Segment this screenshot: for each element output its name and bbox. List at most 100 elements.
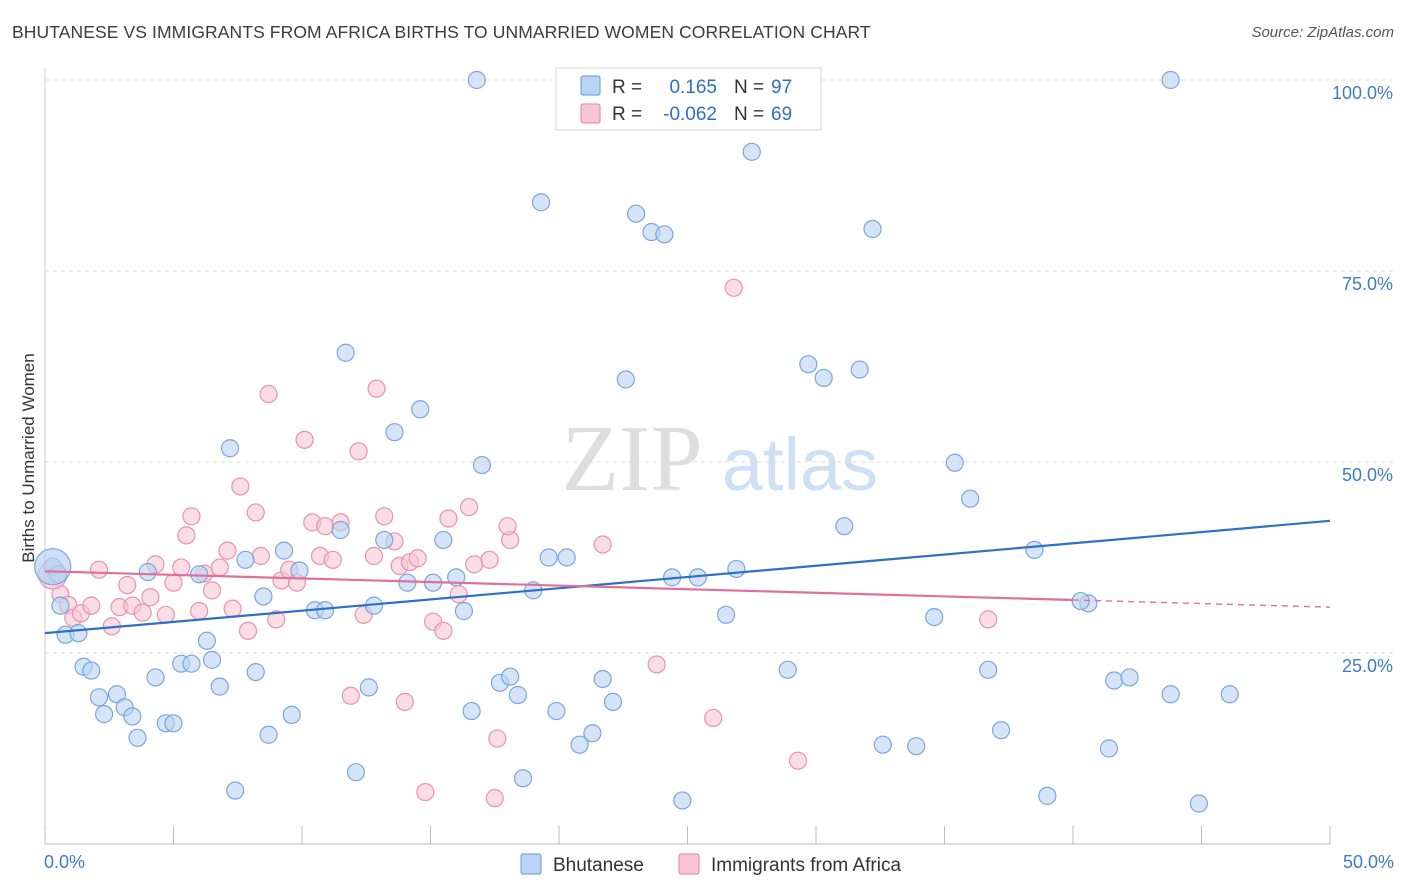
immigrants-from-africa-point-27 (246, 503, 265, 522)
immigrants-from-africa-point-11 (133, 603, 152, 622)
bhutanese-point-51 (508, 685, 527, 705)
y-tick-label-0: 25.0% (1342, 656, 1393, 676)
x-tick-label-max: 50.0% (1343, 852, 1394, 872)
watermark-zip: ZIP (562, 407, 703, 511)
watermark-atlas: atlas (722, 423, 878, 506)
bhutanese-point-24 (226, 781, 245, 800)
bhutanese-point-18 (182, 654, 201, 673)
bhutanese-point-23 (220, 439, 240, 458)
immigrants-from-africa-point-48 (395, 692, 414, 711)
y-tick-label-3: 100.0% (1332, 83, 1393, 103)
bhutanese-point-31 (290, 561, 309, 580)
bhutanese-point-78 (873, 735, 892, 754)
bhutanese-trend-line (44, 519, 1331, 635)
immigrants-from-africa-point-30 (267, 610, 286, 629)
immigrants-from-africa-point-26 (238, 621, 258, 640)
bhutanese-point-92 (1161, 685, 1180, 704)
bhutanese-point-94 (1220, 685, 1239, 704)
immigrants-from-africa-point-57 (465, 555, 484, 574)
bottom-legend-label-immigrants-from-africa: Immigrants from Africa (711, 855, 901, 876)
bhutanese-point-37 (359, 678, 378, 697)
bhutanese-point-93 (1189, 794, 1209, 813)
legend-n-label-0: N = (734, 77, 764, 98)
bhutanese-point-8 (95, 705, 114, 724)
immigrants-from-africa-trend-extension (1072, 599, 1331, 608)
legend-n-value-1: 69 (771, 104, 792, 125)
immigrants-from-africa-point-29 (259, 384, 278, 404)
bhutanese-point-60 (593, 669, 612, 689)
immigrants-from-africa-point-38 (323, 550, 342, 569)
immigrants-from-africa-point-5 (82, 596, 101, 615)
immigrants-from-africa-point-28 (251, 546, 270, 566)
x-tick-label-min: 0.0% (44, 852, 85, 872)
immigrants-from-africa-point-65 (724, 278, 743, 297)
immigrants-from-africa-point-66 (788, 751, 808, 770)
immigrants-from-africa-point-62 (485, 789, 504, 808)
immigrants-from-africa-point-55 (449, 585, 468, 604)
immigrants-from-africa-point-18 (182, 507, 201, 526)
legend-r-label-1: R = (612, 104, 642, 125)
bhutanese-point-41 (398, 573, 417, 592)
bhutanese-point-13 (138, 562, 157, 582)
bhutanese-point-14 (146, 668, 165, 687)
bhutanese-point-4 (69, 624, 88, 643)
bhutanese-point-81 (945, 453, 964, 472)
bhutanese-point-36 (346, 763, 366, 782)
immigrants-from-africa-point-51 (416, 782, 435, 802)
immigrants-from-africa-point-16 (172, 558, 191, 577)
bhutanese-point-63 (626, 204, 646, 223)
bhutanese-point-54 (531, 193, 551, 212)
immigrants-from-africa-point-68 (498, 517, 517, 536)
immigrants-from-africa-point-24 (223, 599, 242, 618)
source-credit: Source: ZipAtlas.com (1251, 24, 1394, 41)
immigrants-from-africa-point-21 (202, 581, 222, 600)
immigrants-from-africa-point-58 (480, 550, 499, 569)
bhutanese-point-40 (385, 423, 404, 442)
bhutanese-point-47 (462, 701, 481, 721)
immigrants-from-africa-point-40 (341, 686, 360, 705)
immigrants-from-africa-point-37 (316, 517, 335, 536)
legend-swatch-immigrants-from-africa (580, 103, 601, 124)
bhutanese-point-67 (673, 791, 692, 810)
bhutanese-point-large (34, 548, 72, 586)
immigrants-from-africa-point-45 (375, 507, 394, 526)
immigrants-from-africa-point-43 (364, 546, 384, 566)
bhutanese-point-26 (246, 662, 265, 682)
bhutanese-point-6 (82, 661, 101, 680)
series-bhutanese (34, 70, 1239, 813)
bhutanese-point-16 (164, 714, 183, 733)
bhutanese-point-71 (742, 142, 761, 161)
immigrants-from-africa-point-44 (367, 379, 386, 398)
legend-r-value-1: -0.062 (663, 104, 717, 125)
bhutanese-point-73 (799, 355, 818, 374)
immigrants-from-africa-point-17 (177, 526, 196, 545)
bhutanese-point-59 (583, 724, 602, 743)
legend: R = 0.165 N = 97 R = -0.062 N = 69 (555, 67, 822, 131)
trend-lines (44, 519, 1331, 635)
bottom-legend-swatch-immigrants-from-africa (678, 853, 700, 875)
series-immigrants-from-africa (38, 278, 998, 808)
legend-r-label-0: R = (612, 77, 642, 98)
bhutanese-point-72 (778, 660, 797, 679)
bhutanese-point-61 (603, 692, 623, 711)
immigrants-from-africa-point-6 (89, 560, 109, 579)
immigrants-from-africa-point-14 (156, 605, 175, 624)
bhutanese-point-84 (991, 721, 1011, 740)
immigrants-from-africa-point-19 (190, 601, 209, 621)
bhutanese-point-7 (89, 688, 109, 707)
bhutanese-point-46 (454, 601, 474, 621)
bhutanese-point-21 (202, 650, 222, 669)
watermark: ZIP atlas (562, 407, 879, 511)
bhutanese-point-83 (979, 660, 998, 679)
immigrants-from-africa-point-34 (295, 430, 314, 449)
axes (44, 68, 1331, 845)
bhutanese-point-28 (259, 725, 278, 744)
immigrants-from-africa-point-12 (141, 588, 160, 607)
bhutanese-point-76 (850, 360, 869, 379)
bhutanese-point-95 (467, 70, 486, 90)
immigrants-from-africa-point-25 (231, 477, 250, 496)
bhutanese-point-90 (1105, 671, 1124, 690)
immigrants-from-africa-point-63 (647, 655, 666, 674)
immigrants-from-africa-point-15 (164, 573, 183, 592)
immigrants-from-africa-point-56 (459, 497, 479, 517)
